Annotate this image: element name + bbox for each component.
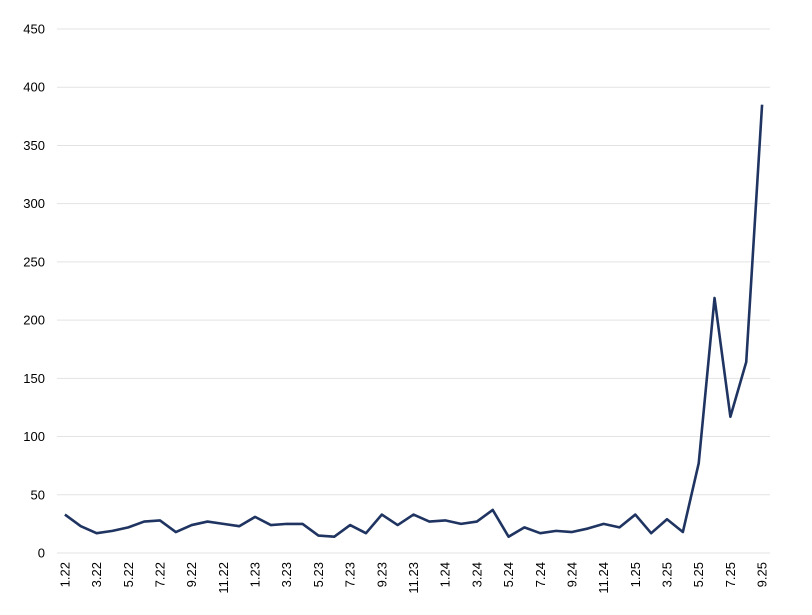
x-tick-label: 3.25 bbox=[660, 562, 675, 587]
x-tick-label: 5.24 bbox=[501, 562, 516, 587]
x-tick-label: 7.25 bbox=[723, 562, 738, 587]
y-tick-label: 100 bbox=[23, 429, 45, 444]
x-tick-label: 3.24 bbox=[469, 562, 484, 587]
x-tick-label: 3.23 bbox=[279, 562, 294, 587]
data-line bbox=[64, 104, 764, 538]
x-tick-label: 7.22 bbox=[152, 562, 167, 587]
y-tick-label: 50 bbox=[31, 487, 45, 502]
y-tick-label: 150 bbox=[23, 371, 45, 386]
x-tick-label: 1.23 bbox=[248, 562, 263, 587]
y-tick-label: 200 bbox=[23, 313, 45, 328]
x-tick-label: 7.23 bbox=[343, 562, 358, 587]
x-tick-label: 7.24 bbox=[533, 562, 548, 587]
x-tick-label: 3.22 bbox=[89, 562, 104, 587]
y-tick-label: 0 bbox=[38, 546, 45, 561]
x-tick-label: 11.22 bbox=[216, 562, 231, 594]
y-tick-label: 300 bbox=[23, 196, 45, 211]
x-tick-label: 1.22 bbox=[57, 562, 72, 587]
x-tick-label: 5.23 bbox=[311, 562, 326, 587]
x-tick-label: 9.23 bbox=[374, 562, 389, 587]
y-tick-label: 350 bbox=[23, 138, 45, 153]
x-tick-label: 5.25 bbox=[691, 562, 706, 587]
x-tick-label: 9.24 bbox=[564, 562, 579, 587]
x-tick-label: 9.22 bbox=[184, 562, 199, 587]
x-tick-label: 1.25 bbox=[628, 562, 643, 587]
x-tick-label: 11.24 bbox=[596, 562, 611, 594]
y-tick-label: 400 bbox=[23, 80, 45, 95]
y-tick-label: 450 bbox=[23, 22, 45, 37]
x-tick-label: 9.25 bbox=[755, 562, 770, 587]
x-tick-label: 5.22 bbox=[121, 562, 136, 587]
x-tick-label: 1.24 bbox=[438, 562, 453, 587]
x-tick-label: 11.23 bbox=[406, 562, 421, 594]
y-tick-label: 250 bbox=[23, 254, 45, 269]
